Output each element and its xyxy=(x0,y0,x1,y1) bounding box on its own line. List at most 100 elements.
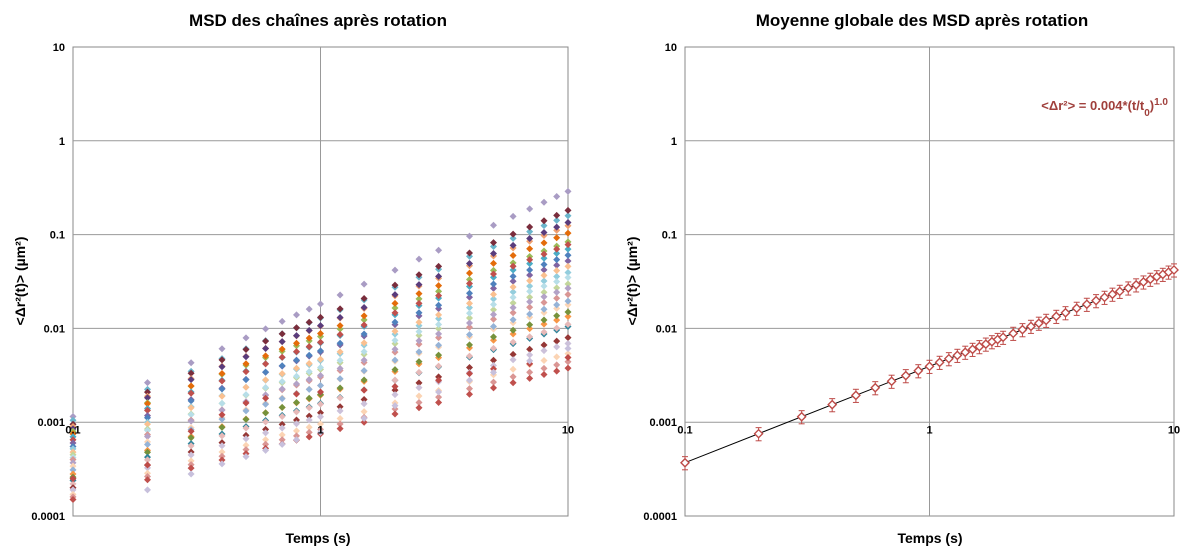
series-12-point xyxy=(242,383,250,391)
series-8-point xyxy=(415,299,423,307)
x-tick-label: 1 xyxy=(317,424,323,436)
series-24-point xyxy=(69,486,77,494)
series-12-point xyxy=(360,339,368,347)
series-8-point xyxy=(540,250,548,258)
series-14-point xyxy=(242,391,250,399)
series-16-point xyxy=(564,284,572,292)
mean-point xyxy=(1169,264,1179,275)
special-series-1-point xyxy=(317,428,324,436)
series-20-point xyxy=(336,384,344,392)
series-16-point xyxy=(540,293,548,301)
mean-point xyxy=(1071,303,1082,314)
series-22-point xyxy=(218,432,226,440)
series-0-point xyxy=(540,198,548,206)
series-12-point xyxy=(564,262,572,270)
series-2-point xyxy=(336,305,344,313)
data-points xyxy=(69,187,572,503)
mean-point xyxy=(1081,299,1092,310)
series-26-point xyxy=(187,461,195,469)
series-0-point xyxy=(489,221,497,229)
series-0-point xyxy=(305,305,313,313)
series-4-point xyxy=(489,250,497,258)
series-15-point xyxy=(509,309,517,317)
series-25-point xyxy=(317,420,324,428)
series-12-point xyxy=(489,290,497,298)
series-10-point xyxy=(509,272,517,280)
series-4-point xyxy=(553,223,561,231)
series-10-point xyxy=(391,318,399,326)
series-13-point xyxy=(564,280,572,288)
series-27-point xyxy=(553,367,561,375)
series-24-point xyxy=(187,451,195,459)
series-17-point xyxy=(564,301,572,309)
series-18-point xyxy=(509,316,517,324)
series-10-point xyxy=(305,351,313,359)
series-23-point xyxy=(540,341,548,349)
series-1-point xyxy=(553,216,561,224)
special-series-1-point xyxy=(489,368,497,376)
mean-point xyxy=(1051,311,1062,322)
series-18-point xyxy=(278,395,286,403)
y-tick-label: 0.1 xyxy=(50,230,65,242)
mean-point xyxy=(967,344,978,355)
series-23-point xyxy=(466,364,474,372)
series-12-point xyxy=(391,327,399,335)
y-axis-label: <Δr²(t)> (µm²) xyxy=(12,237,28,326)
mean-point xyxy=(1131,279,1142,290)
series-14-point xyxy=(466,309,474,317)
series-24-point xyxy=(293,420,301,428)
series-6-point xyxy=(526,245,534,253)
series-12-point xyxy=(526,277,534,285)
chart-msd-chains: MSD des chaînes après rotation 0.00010.0… xyxy=(12,11,574,546)
series-4-point xyxy=(509,241,517,249)
series-6-point xyxy=(391,299,399,307)
series-22-point xyxy=(262,418,270,426)
series-24-point xyxy=(540,347,548,355)
series-14-point xyxy=(509,293,517,301)
mean-point xyxy=(943,353,954,364)
special-series-0-point xyxy=(360,386,368,394)
series-25-point xyxy=(415,392,423,400)
series-23-point xyxy=(336,403,344,411)
series-9-point xyxy=(564,257,572,265)
series-0-point xyxy=(553,193,561,201)
series-8-point xyxy=(278,353,286,361)
series-20-point xyxy=(360,376,368,384)
series-18-point xyxy=(317,381,324,389)
special-series-0-point xyxy=(187,427,195,435)
special-series-1-point xyxy=(564,345,572,353)
series-10-point xyxy=(466,289,474,297)
series-25-point xyxy=(218,448,226,456)
series-16-point xyxy=(305,375,313,383)
series-2-point xyxy=(391,281,399,289)
series-13-point xyxy=(509,299,517,307)
y-tick-labels: 0.0001 0.001 0.01 0.1 1 10 xyxy=(31,42,65,523)
series-10-point xyxy=(293,356,301,364)
mean-point xyxy=(1025,321,1036,332)
series-12-point xyxy=(278,370,286,378)
series-6-point xyxy=(564,229,572,237)
fit-equation-annotation: <Δr²> = 0.004*(t/t0)1.0 xyxy=(1041,97,1168,119)
series-14-point xyxy=(278,377,286,385)
series-27-point xyxy=(218,456,226,464)
special-series-1-point xyxy=(466,376,474,384)
series-24-point xyxy=(218,442,226,450)
series-12-point xyxy=(435,311,443,319)
series-0-point xyxy=(293,311,301,319)
y-tick-label: 0.01 xyxy=(656,323,677,335)
y-tick-label: 0.001 xyxy=(649,417,677,429)
series-10-point xyxy=(526,266,534,274)
series-9-point xyxy=(540,266,548,274)
series-12-point xyxy=(540,271,548,279)
series-9-point xyxy=(69,439,77,447)
mean-point xyxy=(952,350,963,361)
mean-point xyxy=(753,428,764,439)
series-0-point xyxy=(69,413,77,421)
series-23-point xyxy=(391,386,399,394)
series-20-point xyxy=(466,341,474,349)
series-10-point xyxy=(564,251,572,259)
series-10-point xyxy=(489,280,497,288)
series-18-point xyxy=(553,301,561,309)
series-27-point xyxy=(144,476,152,484)
series-18-point xyxy=(336,375,344,383)
